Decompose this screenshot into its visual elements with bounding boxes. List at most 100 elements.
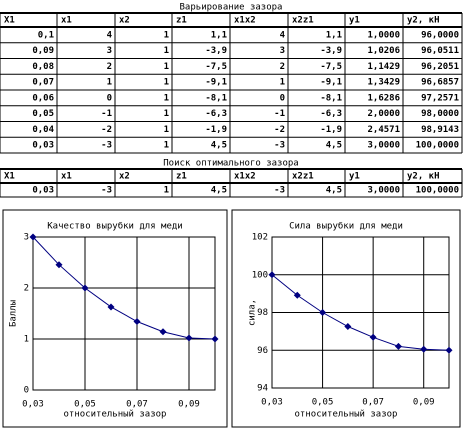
data-point: [394, 342, 402, 350]
table-cell: 4,5: [326, 186, 342, 196]
y-tick-label: 100: [252, 270, 268, 280]
table-cell: 2,4571: [367, 125, 400, 135]
table-cell: 96,6857: [421, 78, 459, 88]
table-cell: 1,6286: [367, 93, 400, 103]
table-header: х2: [119, 16, 130, 26]
table-cell: 98,9143: [421, 125, 459, 135]
data-point: [185, 334, 193, 342]
table-cell: 1: [164, 93, 169, 103]
data-point: [268, 271, 276, 279]
table-header: z1: [176, 172, 187, 182]
table-cell: -2: [101, 125, 112, 135]
y-axis-label: Баллы: [9, 300, 19, 327]
table-header: у2, кН: [407, 16, 440, 26]
x-axis-label: относительный зазор: [64, 410, 167, 420]
table-cell: 96,0000: [421, 30, 459, 40]
data-point: [344, 323, 352, 331]
table-cell: 0,04: [32, 125, 54, 135]
table-cell: -2: [274, 125, 285, 135]
table-cell: 3: [107, 46, 112, 56]
table-header: Х1: [4, 16, 15, 26]
data-point: [319, 309, 327, 316]
x-tick-label: 0,07: [362, 398, 384, 408]
table-cell: 3,0000: [367, 186, 400, 196]
y-tick-label: 3: [24, 233, 29, 243]
y-axis-label: сила,: [248, 299, 258, 326]
table-header: у1: [349, 16, 360, 26]
table-cell: 100,0000: [416, 186, 459, 196]
table-cell: 0,1: [38, 30, 54, 40]
table-cell: 1,1429: [367, 62, 400, 72]
table-cell: 0,08: [32, 62, 54, 72]
data-point: [81, 284, 89, 292]
table-cell: -1,9: [320, 125, 342, 135]
table-cell: 1: [164, 109, 169, 119]
table-cell: -3: [101, 186, 112, 196]
table-cell: 96,2051: [421, 62, 459, 72]
data-point: [445, 346, 453, 354]
table-cell: 1: [107, 78, 112, 88]
table-cell: -3,9: [205, 46, 227, 56]
y-tick-label: 0: [24, 386, 29, 396]
table-cell: 4,5: [326, 141, 342, 151]
data-point: [159, 328, 167, 336]
table-cell: -9,1: [205, 78, 227, 88]
plot-area: [271, 236, 450, 389]
table-header: х1: [61, 172, 72, 182]
table-cell: 4: [107, 30, 113, 40]
data-point: [55, 261, 63, 269]
table-cell: 0,03: [32, 186, 54, 196]
table-cell: -8,1: [320, 93, 342, 103]
table-cell: 1: [164, 125, 169, 135]
data-point: [107, 303, 115, 311]
table-header: х2z1: [292, 172, 314, 182]
data-point: [211, 335, 219, 343]
table-cell: 1: [164, 141, 169, 151]
table-cell: -1: [274, 109, 285, 119]
table-cell: 3,0000: [367, 141, 400, 151]
table-cell: 97,2571: [421, 93, 459, 103]
table-cell: 4,5: [211, 141, 227, 151]
x-tick-label: 0,09: [178, 400, 200, 410]
table-cell: -7,5: [205, 62, 227, 72]
chart-title: Сила вырубки для меди: [289, 221, 403, 232]
table-cell: -1: [101, 109, 112, 119]
table-title: Поиск оптимального зазора: [163, 159, 298, 169]
table-cell: 98,0000: [421, 109, 459, 119]
x-tick-label: 0,03: [22, 400, 44, 410]
data-point: [369, 333, 377, 341]
table-cell: -1,9: [205, 125, 227, 135]
table-cell: 2: [280, 62, 285, 72]
table-header: у2, кН: [407, 172, 440, 182]
table-cell: 1,1: [326, 30, 342, 40]
table-header: z1: [176, 16, 187, 26]
table-cell: 0,05: [32, 109, 54, 119]
x-tick-label: 0,05: [74, 400, 96, 410]
table-cell: 1,0000: [367, 30, 400, 40]
table-cell: 3: [280, 46, 285, 56]
table-header: у1: [349, 172, 360, 182]
x-tick-label: 0,05: [312, 398, 334, 408]
table-cell: 2,0000: [367, 109, 400, 119]
chart-title: Качество вырубки для меди: [47, 221, 182, 232]
table-cell: 96,0511: [421, 46, 459, 56]
y-tick-label: 94: [257, 384, 268, 394]
table-cell: 0,07: [32, 78, 54, 88]
table-header: Х1: [4, 172, 15, 182]
table-cell: 1: [164, 186, 169, 196]
x-axis-label: относительный зазор: [295, 410, 398, 420]
table-cell: 1: [164, 46, 169, 56]
table-header: х1: [61, 16, 72, 26]
table-cell: 1: [280, 78, 285, 88]
table-cell: 1,1: [211, 30, 227, 40]
table-cell: 4,5: [211, 186, 227, 196]
table-cell: -3: [101, 141, 112, 151]
table-title: Варьирование зазора: [180, 3, 283, 13]
plot-area: [32, 236, 216, 391]
table-cell: 0,03: [32, 141, 54, 151]
table-cell: 100,0000: [416, 141, 459, 151]
table-cell: 1: [164, 30, 169, 40]
table-cell: 1: [164, 78, 169, 88]
table-header: х1х2: [234, 16, 256, 26]
table-cell: 0,06: [32, 93, 54, 103]
